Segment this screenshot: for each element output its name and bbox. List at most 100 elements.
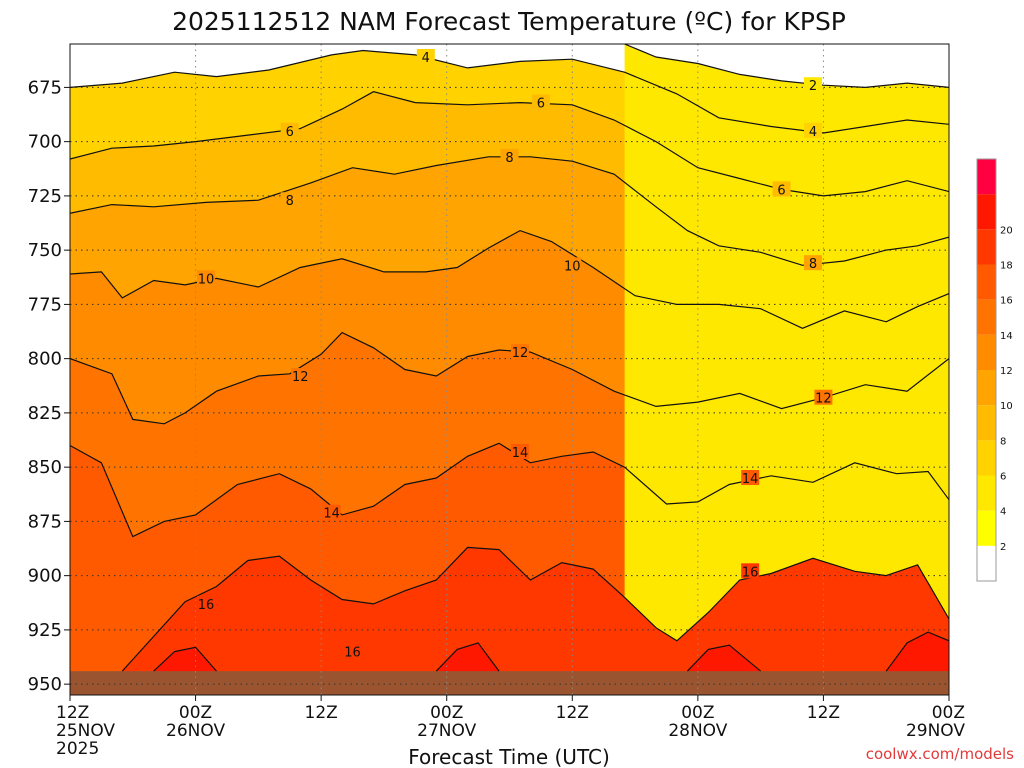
y-tick-label: 700 (28, 132, 62, 153)
contour-lines: 2 4 4 6 6 6 8 8 8 10 10 12 12 12 14 14 14 16 16 16 (70, 44, 949, 672)
colorbar-segment (977, 159, 996, 195)
colorbar-tick-label: 16 (1000, 296, 1013, 307)
contour-label: 4 (422, 51, 430, 66)
contour-label-bg (510, 344, 529, 360)
contour-label: 16 (344, 646, 361, 661)
credit-text: coolwx.com/models (866, 745, 1014, 763)
colorbar-segment (977, 370, 996, 406)
isotherm-group: 2 4 4 6 6 6 8 8 8 10 10 12 12 12 14 14 14 16 16 16 (70, 44, 949, 672)
x-tick-label: 12Z (56, 703, 89, 723)
contour-label: 10 (564, 259, 581, 274)
colorbar-tick-label: 6 (1000, 472, 1006, 483)
contour-label-bg (563, 257, 582, 273)
x-tick-label: 29NOV (906, 721, 965, 741)
band-above-2 (624, 44, 949, 695)
colorbar-segment (977, 475, 996, 511)
isotherm-18 (885, 631, 949, 672)
contour-label: 12 (512, 346, 529, 361)
contour-label-bg (741, 470, 760, 485)
colorbar-tick-label: 14 (1000, 331, 1013, 342)
plot-area (70, 44, 949, 695)
contour-label: 10 (198, 272, 215, 287)
contour-label: 8 (505, 151, 513, 166)
contour-label-bg (531, 94, 550, 110)
contour-label-bg (803, 122, 822, 138)
x-tick-label: 25NOV (56, 721, 115, 741)
contour-label: 16 (742, 565, 759, 580)
colorbar-segment (977, 334, 996, 370)
colorbar-tick-label: 4 (1000, 507, 1006, 518)
x-tick-label: 27NOV (417, 721, 476, 741)
contour-label-bg (803, 255, 822, 271)
contour-label-bg (197, 270, 216, 286)
contour-label: 2 (809, 79, 817, 94)
y-tick-label: 900 (28, 566, 62, 587)
colorbar-segment (977, 405, 996, 441)
x-tick-label: 00Z (430, 703, 463, 723)
colorbar-tick-label: 20 (1000, 225, 1013, 236)
contour-label: 8 (286, 194, 294, 209)
isotherm-18 (153, 646, 217, 672)
contour-label-bg (280, 192, 299, 208)
y-tick-label: 850 (28, 457, 62, 478)
y-tick-label: 750 (28, 240, 62, 261)
x-tick-label: 12Z (305, 703, 338, 723)
x-tick-label: 12Z (807, 703, 840, 723)
isotherm-18 (435, 642, 500, 672)
colorbar: 2 4 6 8 10 12 14 16 18 20 (976, 158, 1013, 582)
contour-label: 16 (198, 598, 215, 613)
y-tick-label: 800 (28, 349, 62, 370)
colorbar-frame (976, 158, 997, 582)
x-tick-label: 12Z (556, 703, 589, 723)
colorbar-segment (977, 194, 996, 230)
x-tick-label: 00Z (179, 703, 212, 723)
y-tick-label: 825 (28, 403, 62, 424)
contour-label: 12 (815, 392, 832, 407)
x-tick-label: 2025 (56, 739, 99, 759)
x-tick-label: 00Z (932, 703, 965, 723)
contour-label-bg (416, 49, 435, 65)
contour-label: 4 (809, 125, 817, 140)
isotherm-14 (70, 442, 949, 538)
contour-label-bg (500, 148, 519, 164)
y-tick-label: 950 (28, 674, 62, 695)
y-tick-label: 675 (28, 77, 62, 98)
colorbar-segment (977, 299, 996, 335)
contour-label-bg (741, 563, 760, 579)
contour-label: 6 (286, 125, 294, 140)
isotherm-18 (686, 644, 761, 672)
plot-frame (69, 43, 950, 696)
isotherm-2 (624, 44, 949, 89)
colorbar-segment (977, 229, 996, 265)
colorbar-tick-label: 12 (1000, 366, 1013, 377)
colorbar-tick-label: 18 (1000, 261, 1013, 272)
y-tick-label: 875 (28, 511, 62, 532)
colorbar-segment (977, 545, 996, 581)
y-tick-label: 725 (28, 186, 62, 207)
colorbar-tick-label: 10 (1000, 401, 1013, 412)
contour-label-bg (197, 595, 216, 611)
x-axis-label: Forecast Time (UTC) (408, 745, 610, 768)
axes: 67570072575077580082585087590092595012Z2… (28, 43, 965, 759)
colorbar-segment (977, 510, 996, 546)
chart-title: 2025112512 NAM Forecast Temperature (ºC)… (172, 7, 846, 36)
contour-label: 6 (537, 97, 545, 112)
x-tick-label: 00Z (681, 703, 714, 723)
contour-label-bg (772, 181, 791, 197)
isotherm-8 (70, 156, 949, 266)
contour-label: 14 (512, 446, 529, 461)
terrain-below-ground (70, 671, 949, 695)
colorbar-segment (977, 440, 996, 476)
filled-bands (70, 44, 949, 695)
y-tick-label: 925 (28, 620, 62, 641)
contour-label-bg (510, 443, 529, 459)
contour-label-bg (814, 389, 833, 405)
contour-label: 14 (323, 507, 340, 522)
contour-label-bg (280, 122, 299, 138)
contour-label-bg (803, 77, 822, 93)
y-tick-label: 775 (28, 294, 62, 315)
colorbar-tick-label: 8 (1000, 436, 1006, 447)
x-tick-label: 26NOV (166, 721, 225, 741)
contour-label-bg (291, 368, 310, 384)
